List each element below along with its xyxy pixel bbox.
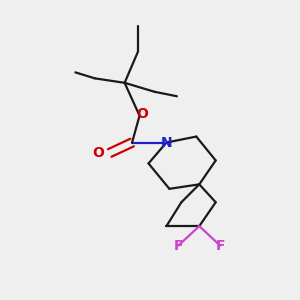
Text: F: F	[174, 238, 183, 253]
Text: O: O	[92, 146, 104, 160]
Text: N: N	[160, 136, 172, 149]
Text: O: O	[136, 107, 148, 121]
Text: F: F	[215, 238, 225, 253]
